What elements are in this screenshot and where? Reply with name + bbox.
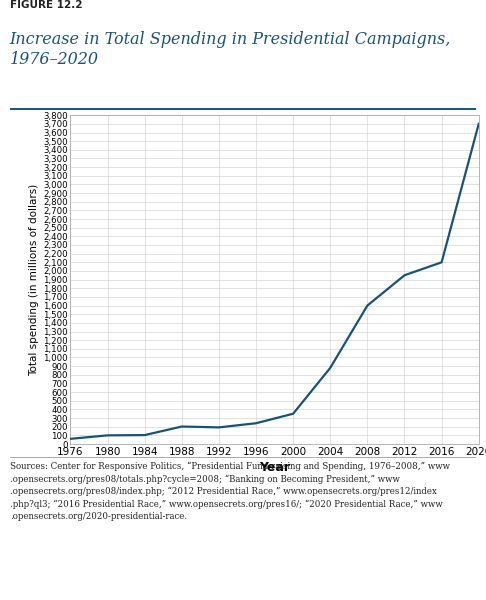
X-axis label: Year: Year [259, 461, 290, 474]
Text: Sources: Center for Responsive Politics, “Presidential Fund-raising and Spending: Sources: Center for Responsive Politics,… [10, 462, 450, 521]
Text: Increase in Total Spending in Presidential Campaigns,
1976–2020: Increase in Total Spending in Presidenti… [10, 31, 451, 68]
Text: FIGURE 12.2: FIGURE 12.2 [10, 0, 82, 10]
Y-axis label: Total spending (in millions of dollars): Total spending (in millions of dollars) [29, 184, 39, 376]
